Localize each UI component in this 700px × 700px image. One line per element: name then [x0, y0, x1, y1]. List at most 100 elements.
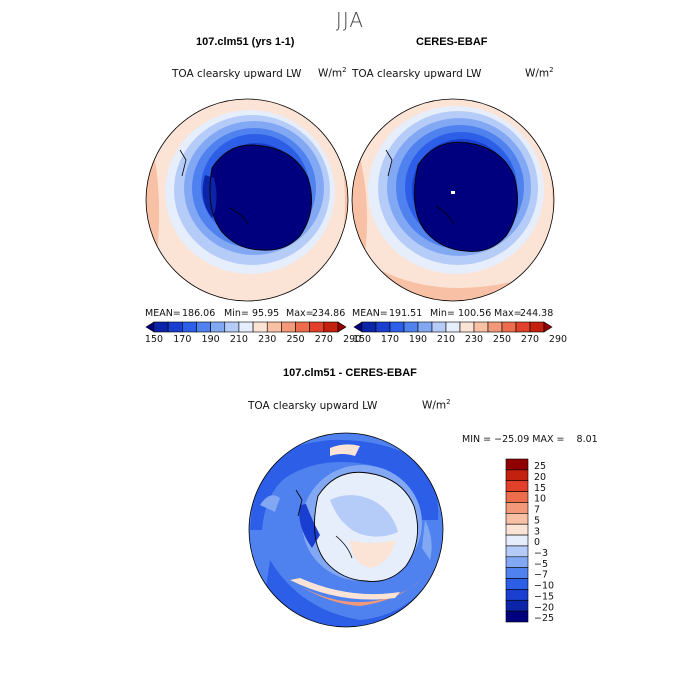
panel2-colorbar-tick-2: 190 [409, 334, 427, 345]
panel2-colorbar-box-1 [361, 321, 377, 333]
panel2-colorbar-tick-3: 210 [437, 334, 455, 345]
panel3-colorbar-tick-11: −10 [534, 581, 554, 592]
panel3-colorbar-box-7 [505, 534, 529, 547]
panel3-colorbar-box-12 [505, 589, 529, 601]
panel3-colorbar-tick-8: −3 [534, 548, 548, 559]
panel2-map [352, 99, 554, 301]
panel3-colorbar-tick-9: −5 [534, 559, 548, 570]
panel1-colorbar-box-2 [167, 321, 183, 333]
panel1-colorbar-box-11 [295, 321, 310, 333]
panel1-colorbar-box-9 [266, 321, 282, 333]
panel2-colorbar: 150 170 190 210 230 250 270 290 [353, 321, 567, 345]
panel3-colorbar-box-11 [505, 578, 529, 590]
panel1-title: 107.clm51 (yrs 1-1) [196, 36, 295, 48]
panel2-colorbar-box-10 [487, 321, 503, 333]
panel2-max: 244.38 [520, 308, 554, 319]
panel3-colorbar-tick-4: 7 [534, 505, 540, 516]
panel1-colorbar-box-1 [153, 321, 169, 333]
panel1-globe-outline [145, 98, 349, 302]
panel3-title: 107.clm51 - CERES-EBAF [283, 367, 417, 379]
panel2-colorbar-box-12 [515, 321, 531, 333]
panel1-mean: 186.06 [182, 308, 216, 319]
panel2-mean-label: MEAN= [352, 308, 388, 319]
panel2-colorbar-box-6 [431, 321, 447, 333]
panel3-colorbar-tick-14: −25 [534, 613, 554, 624]
panel2-colorbar-box-8 [459, 321, 475, 333]
panel1-colorbar-tick-4: 230 [258, 334, 276, 345]
panel2-colorbar-box-4 [403, 321, 419, 333]
panel2-subtitle: TOA clearsky upward LW [352, 68, 482, 80]
panel1-colorbar-tick-5: 250 [286, 334, 304, 345]
panel3-units: W/m2 [422, 398, 451, 412]
panel2-min: 100.56 [458, 308, 492, 319]
panel1-units: W/m2 [318, 66, 347, 80]
panel2-colorbar-tick-7: 290 [549, 334, 567, 345]
panel3-colorbar-box-5 [505, 513, 529, 525]
panel3-colorbar-tick-2: 15 [534, 483, 546, 494]
panel3-colorbar-box-1 [505, 469, 529, 482]
panel2-units: W/m2 [525, 66, 554, 80]
panel1-colorbar-box-14 [337, 321, 347, 333]
panel2-colorbar-tick-6: 270 [521, 334, 539, 345]
panel2-colorbar-box-13 [529, 321, 545, 333]
panel1-colorbar-box-0 [145, 321, 155, 333]
panel2-title: CERES-EBAF [416, 36, 488, 48]
panel1-colorbar-box-12 [309, 321, 325, 333]
panel2-colorbar-tick-1: 170 [381, 334, 399, 345]
panel2-colorbar-tick-4: 230 [465, 334, 483, 345]
panel3-colorbar-box-14 [505, 610, 529, 623]
panel3-colorbar-box-6 [505, 523, 529, 536]
panel2-colorbar-box-0 [353, 321, 363, 333]
season-title: JJA [335, 8, 365, 32]
panel2-colorbar-tick-5: 250 [493, 334, 511, 345]
panel3-colorbar-box-9 [505, 556, 529, 568]
panel3-colorbar-tick-10: −7 [534, 570, 548, 581]
panel3-colorbar-tick-6: 3 [534, 526, 540, 537]
panel1-colorbar-tick-3: 210 [230, 334, 248, 345]
panel2-colorbar-box-9 [473, 321, 489, 333]
panel1-map [146, 99, 348, 301]
panel1-colorbar-box-3 [182, 321, 197, 333]
panel2-colorbar-box-14 [543, 321, 553, 333]
panel1-subtitle: TOA clearsky upward LW [172, 68, 302, 80]
panel2-colorbar-box-2 [375, 321, 391, 333]
panel3-colorbar-box-4 [505, 502, 529, 514]
panel2-globe-outline [351, 98, 555, 302]
panel1-colorbar-tick-7: 290 [343, 334, 361, 345]
panel1-colorbar-box-7 [238, 321, 254, 333]
panel1-colorbar-box-5 [210, 321, 226, 333]
panel3-globe-outline [248, 432, 444, 628]
panel1-colorbar-box-13 [323, 321, 339, 333]
panel3-colorbar-box-13 [505, 599, 529, 612]
panel1-colorbar-box-4 [196, 321, 211, 333]
panel3-colorbar-box-10 [505, 567, 529, 579]
panel3-minmax: MIN = −25.09 MAX = 8.01 [462, 434, 598, 445]
panel1-colorbar-tick-6: 270 [315, 334, 333, 345]
panel1-colorbar: 150 170 190 210 230 250 270 290 [145, 321, 361, 345]
panel2-colorbar-box-11 [501, 321, 517, 333]
panel3-map [249, 433, 443, 627]
panel2-colorbar-box-3 [389, 321, 405, 333]
panel2-max-label: Max= [494, 308, 522, 319]
panel2-colorbar-box-7 [445, 321, 461, 333]
panel3-colorbar-box-2 [505, 480, 529, 492]
panel1-max-label: Max= [286, 308, 314, 319]
panel1-colorbar-box-10 [281, 321, 296, 333]
panel3-colorbar-tick-1: 20 [534, 472, 546, 483]
panel1-colorbar-tick-1: 170 [173, 334, 191, 345]
panel3-colorbar-tick-7: 0 [534, 537, 540, 548]
panel3-colorbar-tick-12: −15 [534, 591, 554, 602]
panel1-colorbar-tick-2: 190 [202, 334, 220, 345]
panel1-min-label: Min= [224, 308, 249, 319]
panel1-min: 95.95 [252, 308, 280, 319]
panel1-colorbar-tick-0: 150 [145, 334, 163, 345]
panel3-colorbar-tick-3: 10 [534, 494, 546, 505]
panel2-mean: 191.51 [389, 308, 423, 319]
panel3-colorbar-box-8 [505, 545, 529, 558]
panel3-colorbar-tick-5: 5 [534, 515, 540, 526]
panel1-colorbar-box-8 [252, 321, 268, 333]
panel2-min-label: Min= [430, 308, 455, 319]
panel3-colorbar-box-3 [505, 491, 529, 503]
